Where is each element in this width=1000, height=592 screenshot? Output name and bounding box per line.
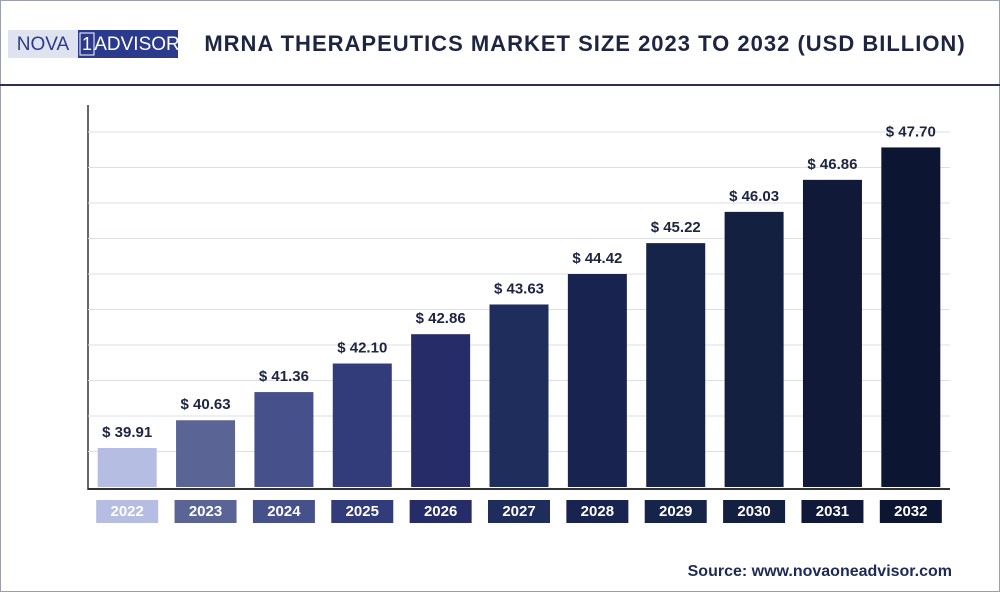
category-box xyxy=(409,500,472,523)
bar xyxy=(411,334,471,487)
logo: NOVA 1 ADVISOR xyxy=(8,30,180,58)
value-label: $ 44.42 xyxy=(572,250,622,267)
logo-left-box xyxy=(8,30,78,58)
x-tick-label: 2027 xyxy=(502,503,535,520)
bar xyxy=(567,274,627,487)
x-tick-label: 2030 xyxy=(737,503,770,520)
value-label: $ 40.63 xyxy=(181,396,231,413)
x-tick-label: 2023 xyxy=(189,503,222,520)
x-tick-label: 2032 xyxy=(894,503,927,520)
value-label: $ 42.10 xyxy=(337,339,387,356)
category-box xyxy=(174,500,237,523)
category-box xyxy=(801,500,864,523)
x-tick-label: 2031 xyxy=(816,503,849,520)
chart-title: MRNA THERAPEUTICS MARKET SIZE 2023 TO 20… xyxy=(204,31,965,56)
bar xyxy=(802,179,862,487)
x-tick-label: 2026 xyxy=(424,503,457,520)
category-box xyxy=(331,500,394,523)
x-tick-label: 2028 xyxy=(581,503,614,520)
value-label: $ 47.70 xyxy=(886,123,936,140)
bar xyxy=(254,392,314,487)
bar xyxy=(176,420,236,487)
category-box xyxy=(488,500,550,523)
category-box xyxy=(566,500,629,523)
category-box xyxy=(723,500,786,523)
value-label: $ 46.86 xyxy=(807,156,857,173)
value-label: $ 46.03 xyxy=(729,188,779,205)
x-tick-label: 2025 xyxy=(346,503,379,520)
logo-left: NOVA xyxy=(17,34,70,55)
value-label: $ 43.63 xyxy=(494,280,544,297)
category-box xyxy=(644,500,707,523)
value-label: $ 45.22 xyxy=(651,219,701,236)
value-label: $ 41.36 xyxy=(259,368,309,385)
category-box xyxy=(252,500,315,523)
source: Source: www.novaoneadvisor.com xyxy=(688,563,952,580)
logo-mid: 1 xyxy=(82,34,92,54)
logo-mid-box xyxy=(79,32,95,56)
value-label: $ 39.91 xyxy=(102,424,152,441)
category-box xyxy=(879,500,942,523)
bar xyxy=(646,243,706,487)
bar xyxy=(724,211,784,487)
value-label: $ 42.86 xyxy=(416,310,466,327)
bar xyxy=(881,147,941,487)
bar xyxy=(97,448,157,487)
x-tick-label: 2022 xyxy=(110,503,143,520)
x-tick-label: 2024 xyxy=(267,503,301,520)
bar xyxy=(332,363,392,487)
category-box xyxy=(96,500,159,523)
logo-right: ADVISOR xyxy=(94,34,180,55)
x-tick-label: 2029 xyxy=(659,503,692,520)
bar xyxy=(489,304,549,487)
